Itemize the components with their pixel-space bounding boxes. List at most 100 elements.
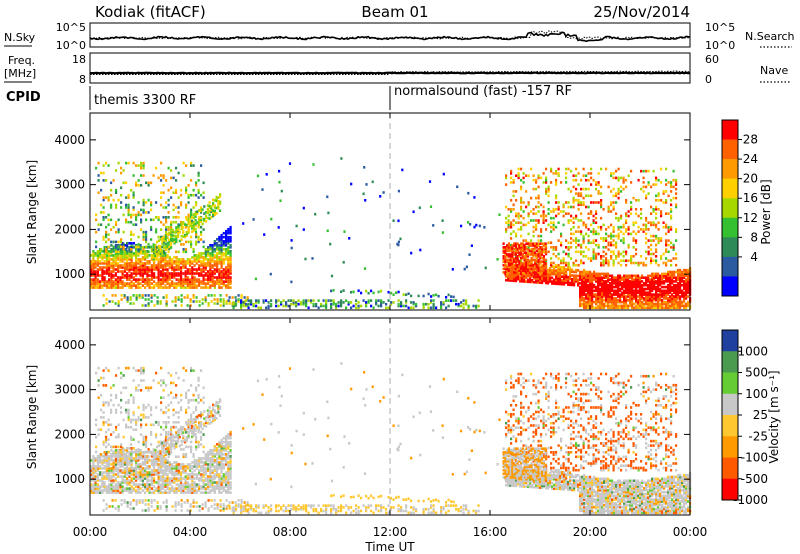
power-cell <box>612 243 615 247</box>
power-cell <box>177 216 180 219</box>
power-cell <box>96 254 99 257</box>
power-cell <box>514 260 517 263</box>
velocity-cell <box>121 485 124 488</box>
power-cell <box>145 218 148 222</box>
power-cell <box>227 280 230 283</box>
power-cell <box>162 276 165 279</box>
power-cell <box>530 251 533 254</box>
power-cell <box>565 239 568 242</box>
power-cell <box>545 181 548 184</box>
velocity-cell <box>117 471 120 474</box>
power-cell <box>642 185 645 189</box>
power-cell <box>685 289 688 293</box>
power-cell <box>216 278 219 281</box>
power-cell <box>518 253 521 256</box>
power-cell <box>617 216 620 220</box>
power-cell <box>168 245 171 249</box>
power-cell <box>550 246 553 249</box>
power-cell <box>216 298 219 301</box>
power-cell <box>155 228 158 231</box>
power-cell <box>607 306 610 310</box>
power-cell <box>110 280 113 283</box>
power-cell <box>655 302 658 306</box>
power-cell <box>520 246 523 249</box>
power-cell <box>665 295 668 298</box>
power-cell <box>520 271 523 274</box>
power-cell <box>579 287 582 291</box>
power-cell <box>475 223 478 227</box>
power-cell <box>572 232 575 236</box>
power-cell <box>627 210 630 213</box>
power-cell <box>525 239 528 242</box>
power-cell <box>561 271 564 275</box>
power-cell <box>617 278 620 281</box>
power-cell <box>275 304 278 308</box>
power-cell <box>216 264 219 267</box>
power-cell <box>605 261 608 265</box>
power-cell <box>182 258 185 261</box>
power-cell <box>635 283 638 287</box>
power-cell <box>220 278 223 281</box>
power-cell <box>542 248 545 251</box>
power-cell <box>200 274 203 277</box>
power-cell <box>579 270 582 274</box>
power-cell <box>122 243 125 246</box>
velocity-cell <box>108 469 111 472</box>
power-cell <box>572 205 575 209</box>
cpid-strip: CPID themis 3300 RF normalsound (fast) -… <box>6 84 572 110</box>
power-cell <box>605 276 608 279</box>
velocity-cell <box>92 471 95 474</box>
power-cell <box>511 279 514 282</box>
power-cell <box>655 225 658 229</box>
power-cell <box>550 263 553 267</box>
power-cell <box>401 168 404 172</box>
power-cell <box>185 223 188 227</box>
power-cell <box>166 256 169 259</box>
power-cell <box>549 280 552 283</box>
velocity-cell <box>101 473 104 476</box>
power-cell <box>561 269 564 273</box>
power-cell <box>137 272 140 275</box>
power-cell <box>114 244 117 247</box>
power-cell <box>128 254 131 257</box>
cpid-segment-1: themis 3300 RF <box>94 93 196 108</box>
power-cell <box>571 278 574 281</box>
cpid-label: CPID <box>6 90 41 105</box>
power-cell <box>687 295 690 298</box>
power-cell <box>123 294 126 297</box>
power-cell <box>559 282 562 286</box>
power-cell <box>622 255 625 258</box>
power-cell <box>141 272 144 275</box>
power-cell <box>400 304 403 308</box>
power-cell <box>620 216 623 220</box>
power-cell <box>528 249 531 253</box>
power-cell <box>141 294 144 297</box>
power-cell <box>193 258 196 261</box>
power-cell <box>103 262 106 265</box>
power-cell <box>137 184 140 187</box>
power-cell <box>210 208 213 212</box>
power-cell <box>555 181 558 184</box>
power-cell <box>601 298 604 302</box>
power-cell <box>662 261 665 265</box>
power-cell <box>137 282 140 285</box>
power-cell <box>611 283 614 287</box>
power-cell <box>178 223 181 227</box>
power-cell <box>135 266 138 269</box>
power-cell <box>681 278 684 281</box>
power-cell <box>573 281 576 285</box>
power-cell <box>627 243 630 247</box>
power-cell <box>645 196 648 200</box>
power-cell <box>137 286 140 289</box>
power-cell <box>679 272 682 276</box>
power-cell <box>412 210 415 214</box>
power-cell <box>615 285 618 289</box>
power-cell <box>200 268 203 271</box>
power-cell <box>110 252 113 255</box>
power-cell <box>643 298 646 302</box>
power-cell <box>522 239 525 242</box>
power-cell <box>589 283 592 287</box>
power-cell <box>105 254 108 257</box>
power-cell <box>672 246 675 249</box>
power-cell <box>642 223 645 227</box>
